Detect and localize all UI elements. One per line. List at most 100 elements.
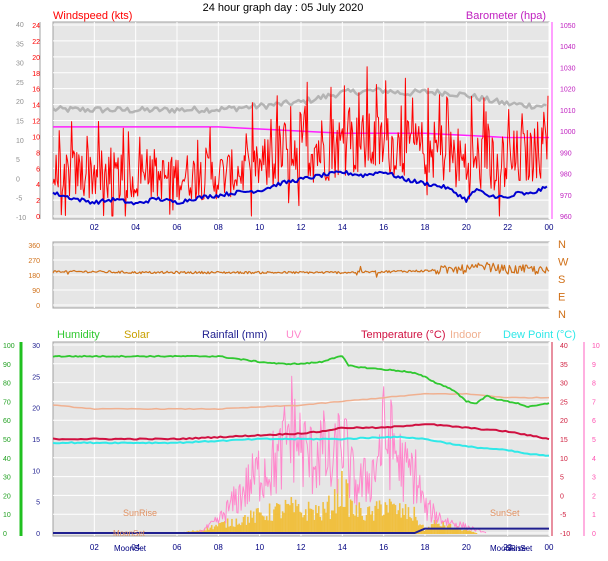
x-tick-label: 14 — [338, 543, 347, 552]
humidity-tick: 50 — [3, 437, 11, 444]
outer-left-tick: 10 — [16, 138, 24, 145]
humidity-tick: 80 — [3, 381, 11, 388]
rain-tick: 15 — [32, 437, 40, 444]
x-tick-label: 16 — [379, 223, 388, 232]
outer-left-tick: 15 — [16, 119, 24, 126]
average-wind-line — [52, 170, 548, 206]
inner-left-tick: 12 — [32, 119, 40, 126]
sunset-label: SunSet — [490, 508, 520, 518]
x-tick-label: 02 — [90, 543, 99, 552]
outer-left-tick: 35 — [16, 41, 24, 48]
environment-traces — [52, 354, 550, 534]
x-tick-label: 22 — [503, 223, 512, 232]
sunset-axis-label: SunSet — [506, 544, 533, 553]
humidity-tick: 60 — [3, 418, 11, 425]
outer-left-tick: 40 — [16, 22, 24, 29]
uv-tick: 6 — [592, 418, 596, 425]
inner-left-tick: 2 — [36, 198, 40, 205]
temperature-tick: 40 — [560, 343, 568, 350]
temperature-line — [52, 423, 550, 441]
inner-left-tick: 18 — [32, 71, 40, 78]
rain-tick: 30 — [32, 343, 40, 350]
right-tick: 1010 — [560, 108, 576, 115]
wind-speed-line — [52, 66, 549, 217]
inner-left-tick: 20 — [32, 55, 40, 62]
outer-left-tick: -5 — [16, 196, 22, 203]
x-tick-label: 20 — [462, 223, 471, 232]
uv-tick: 2 — [592, 493, 596, 500]
rain-tick: 20 — [32, 406, 40, 413]
humidity-line — [52, 354, 550, 408]
uv-tick: 8 — [592, 381, 596, 388]
inner-left-tick: 14 — [32, 103, 40, 110]
right-tick: 990 — [560, 150, 572, 157]
humidity-tick: 100 — [3, 343, 15, 350]
temperature-tick: 30 — [560, 381, 568, 388]
x-tick-label: 16 — [379, 543, 388, 552]
x-tick-label: 10 — [255, 223, 264, 232]
inner-left-tick: 0 — [36, 214, 40, 221]
environment-axes: 0102030405060708090100051015202530-10-50… — [3, 342, 600, 538]
uv-line — [197, 375, 487, 534]
average-wind-trace — [52, 170, 548, 206]
inner-left-tick: 6 — [36, 166, 40, 173]
right-tick: 1040 — [560, 44, 576, 51]
temperature-tick: 15 — [560, 437, 568, 444]
temperature-tick: -10 — [560, 531, 570, 538]
compass-label: W — [558, 257, 569, 269]
x-tick-label: 12 — [297, 223, 306, 232]
humidity-tick: 90 — [3, 362, 11, 369]
x-tick-label: 00 — [545, 223, 554, 232]
outer-left-tick: 25 — [16, 80, 24, 87]
inner-left-tick: 10 — [32, 134, 40, 141]
uv-tick: 1 — [592, 512, 596, 519]
outer-left-tick: 20 — [16, 99, 24, 106]
x-tick-label: 06 — [173, 543, 182, 552]
uv-tick: 0 — [592, 531, 596, 538]
legend-entry: Rainfall (mm) — [202, 329, 267, 341]
x-tick-label: 12 — [297, 543, 306, 552]
uv-tick: 3 — [592, 475, 596, 482]
direction-grid — [53, 242, 550, 308]
compass-label: N — [558, 239, 566, 251]
right-tick: 1000 — [560, 129, 576, 136]
temperature-tick: 25 — [560, 399, 568, 406]
legend-entry: Temperature (°C) — [361, 329, 445, 341]
outer-left-tick: -10 — [16, 215, 26, 222]
x-tick-label: 22 — [503, 543, 512, 552]
inner-left-tick: 4 — [36, 182, 40, 189]
temperature-tick: 10 — [560, 456, 568, 463]
x-tick-label: 06 — [173, 223, 182, 232]
x-tick-label: 18 — [421, 543, 430, 552]
uv-tick: 5 — [592, 437, 596, 444]
moonset-axis-label: MoonSet — [114, 544, 147, 553]
humidity-tick: 30 — [3, 475, 11, 482]
outer-left-tick: 30 — [16, 61, 24, 68]
direction-tick: 0 — [36, 303, 40, 310]
right-tick: 960 — [560, 214, 572, 221]
temperature-tick: 5 — [560, 475, 564, 482]
direction-tick: 180 — [28, 273, 40, 280]
rain-tick: 10 — [32, 468, 40, 475]
inner-left-tick: 24 — [32, 23, 40, 30]
direction-tick: 90 — [32, 288, 40, 295]
environment-legend: Humidity Solar Rainfall (mm) UV Temperature … — [57, 329, 576, 341]
wind-axes: -10-505101520253035400246810121416182022… — [16, 22, 576, 222]
temperature-tick: 35 — [560, 362, 568, 369]
rainfall-line — [53, 527, 549, 534]
x-tick-label: 08 — [214, 223, 223, 232]
barometer-label: Barometer (hpa) — [466, 10, 546, 22]
uv-tick: 10 — [592, 343, 600, 350]
moonset-label: MoonSet — [113, 529, 146, 538]
uv-tick: 4 — [592, 456, 596, 463]
temperature-tick: 20 — [560, 418, 568, 425]
humidity-tick: 70 — [3, 399, 11, 406]
environment-panel: Humidity Solar Rainfall (mm) UV Temperature … — [3, 329, 600, 553]
temperature-tick: -5 — [560, 512, 566, 519]
wind-panel: Windspeed (kts) Barometer (hpa) 02 04 06 08… — [16, 10, 576, 232]
right-tick: 1020 — [560, 87, 576, 94]
x-tick-label: 14 — [338, 223, 347, 232]
